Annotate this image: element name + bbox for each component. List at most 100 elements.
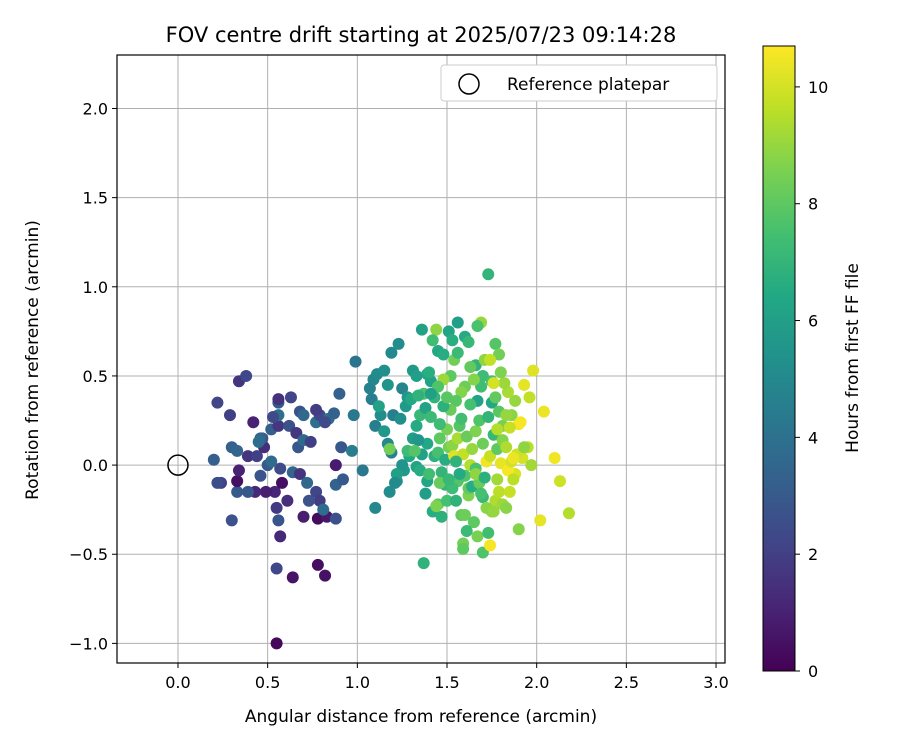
data-point [270, 637, 283, 650]
colorbar-tick-label: 10 [808, 78, 828, 97]
data-point [254, 469, 267, 482]
data-point [518, 378, 531, 391]
data-point [503, 485, 516, 498]
data-point [525, 459, 538, 472]
data-point [464, 398, 477, 411]
chart-title: FOV centre drift starting at 2025/07/23 … [166, 23, 677, 47]
data-point [500, 441, 513, 454]
data-point [272, 419, 285, 432]
legend-box [440, 64, 718, 102]
data-point [442, 473, 455, 486]
data-point [265, 455, 278, 468]
data-point [457, 542, 470, 555]
y-axis-label: Rotation from reference (arcmin) [23, 220, 43, 500]
legend: Reference platepar [440, 64, 718, 102]
x-tick-label: 3.0 [703, 673, 728, 692]
data-point [297, 409, 310, 422]
x-tick-label: 2.5 [614, 673, 639, 692]
data-point [329, 459, 342, 472]
data-point [388, 476, 401, 489]
data-point [270, 501, 283, 514]
data-point [345, 444, 358, 457]
data-point [446, 334, 459, 347]
data-point [270, 562, 283, 575]
data-point [503, 421, 516, 434]
data-point [329, 512, 342, 525]
data-point [410, 419, 423, 432]
data-point [211, 396, 224, 409]
data-point [274, 462, 287, 475]
data-point [455, 412, 468, 425]
data-point [491, 443, 504, 456]
data-point [211, 476, 224, 489]
data-point [232, 464, 245, 477]
data-point [297, 510, 310, 523]
data-point [272, 514, 285, 527]
colorbar-gradient [762, 45, 796, 672]
data-point [231, 475, 244, 488]
data-point [453, 468, 466, 481]
data-point [426, 334, 439, 347]
data-point [423, 366, 436, 379]
colorbar-tick-label: 2 [808, 545, 818, 564]
data-point [412, 434, 425, 447]
data-point [493, 485, 506, 498]
data-point [268, 485, 281, 498]
data-point [441, 391, 454, 404]
data-point [449, 494, 462, 507]
data-point [423, 468, 436, 481]
data-point [347, 409, 360, 422]
data-point [274, 530, 287, 543]
y-tick-label: 1.0 [83, 278, 108, 297]
data-point [476, 437, 489, 450]
reference-platepar-marker [167, 454, 189, 476]
data-point [482, 410, 495, 423]
data-point [433, 418, 446, 431]
data-point [286, 571, 299, 584]
data-point [372, 400, 385, 413]
data-point [310, 403, 323, 416]
data-point [462, 336, 475, 349]
data-point [302, 494, 315, 507]
data-point [349, 355, 362, 368]
data-point [284, 391, 297, 404]
x-tick-label: 0.0 [165, 673, 190, 692]
data-point [378, 425, 391, 438]
data-point [498, 377, 511, 390]
data-point [419, 402, 432, 415]
data-point [240, 369, 253, 382]
data-point [390, 468, 403, 481]
colorbar-tick-label: 0 [808, 662, 818, 681]
data-point [562, 507, 575, 520]
data-point [500, 501, 513, 514]
data-point [469, 425, 482, 438]
data-point [451, 316, 464, 329]
data-point [507, 473, 520, 486]
data-point [383, 485, 396, 498]
data-point [304, 435, 317, 448]
data-point [417, 557, 430, 570]
x-tick-label: 1.0 [345, 673, 370, 692]
data-point [374, 409, 387, 422]
data-point [383, 443, 396, 456]
data-point [475, 487, 488, 500]
data-point [494, 366, 507, 379]
data-point [335, 441, 348, 454]
data-point [317, 503, 330, 516]
colorbar-tick-label: 4 [808, 428, 818, 447]
data-point [507, 451, 520, 464]
y-tick-label: −1.0 [69, 634, 108, 653]
data-point [458, 509, 471, 522]
data-point [471, 320, 484, 333]
data-point [424, 387, 437, 400]
data-point [336, 473, 349, 486]
data-point [430, 323, 443, 336]
colorbar-tick-label: 6 [808, 312, 818, 331]
data-point [241, 485, 254, 498]
data-point [449, 455, 462, 468]
data-point [241, 450, 254, 463]
data-point [482, 526, 495, 539]
colorbar-ticks: 0 2 4 6 8 10 [795, 78, 828, 681]
data-point [466, 443, 479, 456]
data-point [293, 468, 306, 481]
